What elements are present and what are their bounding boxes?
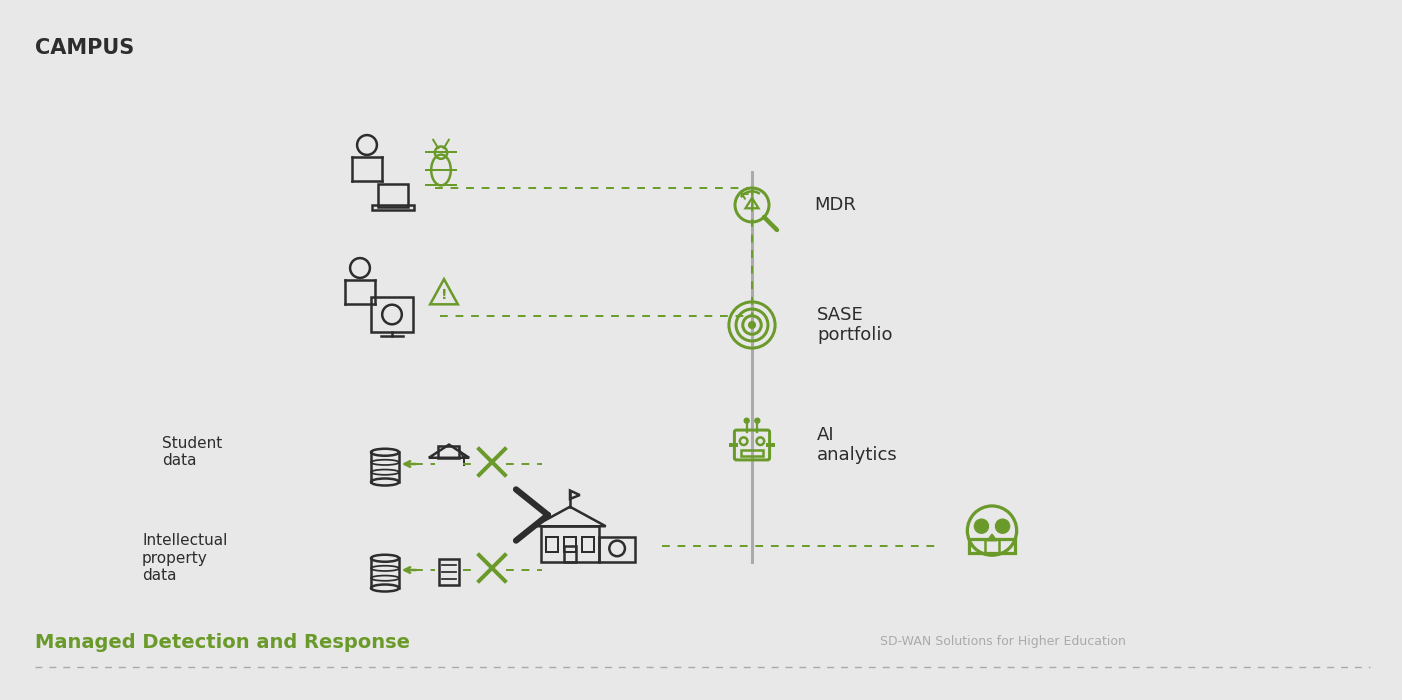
Text: Intellectual
property
data: Intellectual property data	[142, 533, 227, 583]
Text: SASE
portfolio: SASE portfolio	[817, 306, 893, 344]
Circle shape	[974, 519, 988, 533]
Text: MDR: MDR	[815, 196, 855, 214]
Circle shape	[749, 321, 756, 328]
Circle shape	[744, 418, 749, 423]
Circle shape	[995, 519, 1009, 533]
Text: !: !	[750, 199, 754, 209]
Text: CAMPUS: CAMPUS	[35, 38, 135, 58]
Text: Student
data: Student data	[163, 436, 223, 468]
Text: !: !	[440, 288, 447, 302]
Text: AI
analytics: AI analytics	[817, 426, 897, 464]
Polygon shape	[987, 534, 997, 540]
Text: SD-WAN Solutions for Higher Education: SD-WAN Solutions for Higher Education	[880, 636, 1126, 648]
Text: Managed Detection and Response: Managed Detection and Response	[35, 633, 409, 652]
Circle shape	[754, 418, 760, 423]
